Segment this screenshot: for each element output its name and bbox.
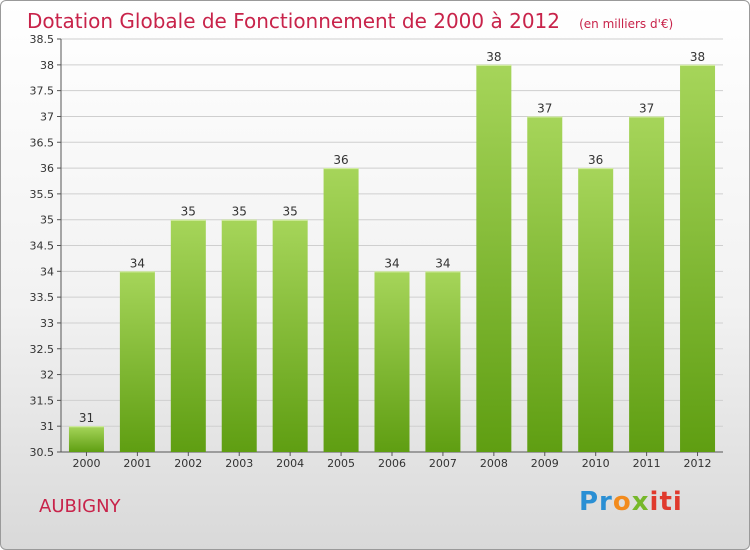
bar-2011 — [629, 116, 665, 452]
logo-part-2: o — [612, 487, 632, 517]
data-label-2011: 37 — [639, 101, 654, 115]
bar-2004 — [272, 219, 308, 452]
x-tick-label-2004: 2004 — [276, 457, 304, 470]
bar-2001 — [119, 271, 155, 452]
y-tick-label: 38.5 — [30, 33, 55, 46]
logo-part-3: x — [631, 487, 650, 517]
data-label-2002: 35 — [181, 205, 196, 219]
y-tick-label: 35 — [40, 214, 54, 227]
y-tick-label: 37.5 — [30, 85, 55, 98]
data-label-2001: 34 — [130, 256, 145, 270]
bar-2002 — [170, 219, 206, 452]
x-tick-label-2011: 2011 — [633, 457, 661, 470]
y-tick-label: 36 — [40, 162, 54, 175]
x-tick-label-2010: 2010 — [582, 457, 610, 470]
unit-note: (en milliers d'€) — [579, 17, 674, 31]
x-tick-label-2005: 2005 — [327, 457, 355, 470]
data-label-2000: 31 — [79, 411, 94, 425]
x-tick-label-2008: 2008 — [480, 457, 508, 470]
y-tick-label: 31 — [40, 420, 54, 433]
logo-part-1: Pr — [579, 487, 613, 517]
data-label-2003: 35 — [232, 205, 247, 219]
bar-2010 — [578, 168, 614, 452]
y-tick-label: 38 — [40, 59, 54, 72]
data-label-2009: 37 — [537, 101, 552, 115]
data-label-2007: 34 — [435, 256, 450, 270]
logo-part-4: iti — [649, 487, 683, 517]
y-tick-label: 33.5 — [30, 291, 55, 304]
data-label-2004: 35 — [283, 205, 298, 219]
x-tick-label-2002: 2002 — [174, 457, 202, 470]
bar-2000 — [68, 426, 104, 452]
bar-2003 — [221, 219, 257, 452]
chart-title: Dotation Globale de Fonctionnement de 20… — [27, 9, 560, 33]
y-tick-label: 37 — [40, 110, 54, 123]
y-tick-label: 30.5 — [30, 446, 55, 459]
y-tick-label: 34 — [40, 265, 54, 278]
bar-2005 — [323, 168, 359, 452]
data-label-2008: 38 — [486, 50, 501, 64]
x-tick-label-2001: 2001 — [123, 457, 151, 470]
bar-2009 — [527, 116, 563, 452]
bar-2012 — [680, 64, 716, 452]
y-tick-label: 32 — [40, 369, 54, 382]
proxiti-logo: Proxiti — [579, 487, 683, 517]
x-tick-label-2006: 2006 — [378, 457, 406, 470]
x-tick-label-2012: 2012 — [684, 457, 712, 470]
y-tick-label: 33 — [40, 317, 54, 330]
y-tick-label: 35.5 — [30, 188, 55, 201]
data-label-2012: 38 — [690, 50, 705, 64]
chart-title-block: Dotation Globale de Fonctionnement de 20… — [27, 9, 673, 33]
data-label-2010: 36 — [588, 153, 603, 167]
y-tick-label: 34.5 — [30, 240, 55, 253]
bar-layer — [68, 64, 716, 452]
bar-2008 — [476, 64, 512, 452]
bar-2007 — [425, 271, 461, 452]
y-tick-label: 32.5 — [30, 343, 55, 356]
x-tick-label-2000: 2000 — [72, 457, 100, 470]
y-tick-label: 36.5 — [30, 136, 55, 149]
label-layer: 31 34 35 35 35 36 34 34 38 37 36 37 38 — [79, 50, 705, 425]
x-tick-label-2003: 2003 — [225, 457, 253, 470]
x-tick-label-2009: 2009 — [531, 457, 559, 470]
bar-2006 — [374, 271, 410, 452]
data-label-2006: 34 — [384, 256, 399, 270]
data-label-2005: 36 — [333, 153, 348, 167]
x-tick-label-2007: 2007 — [429, 457, 457, 470]
location-name: AUBIGNY — [39, 496, 121, 517]
y-tick-label: 31.5 — [30, 394, 55, 407]
